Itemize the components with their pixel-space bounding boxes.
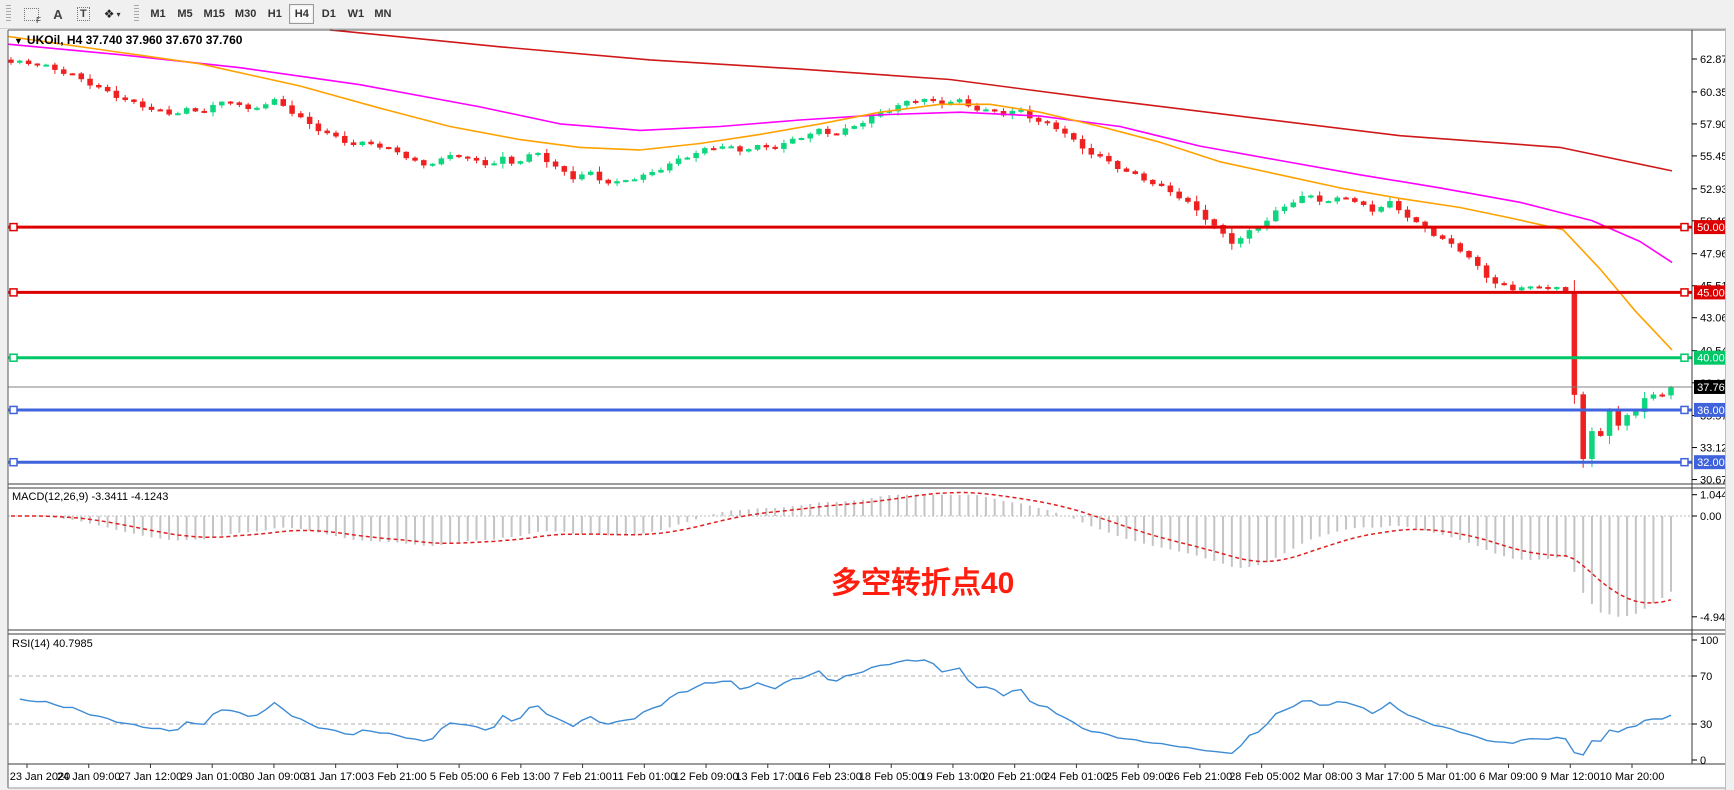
hline-handle[interactable] bbox=[9, 288, 18, 297]
rsi-line bbox=[19, 659, 1672, 756]
time-axis-label: 27 Jan 12:00 bbox=[119, 771, 183, 783]
timeframe-button-m1[interactable]: M1 bbox=[146, 4, 171, 24]
time-axis-label: 30 Jan 09:00 bbox=[242, 771, 306, 783]
current-price-box bbox=[1694, 379, 1734, 394]
macd-histogram bbox=[18, 494, 1672, 617]
ma-mid-magenta bbox=[7, 43, 1673, 264]
hline-price-box-label: 32.000 bbox=[1697, 457, 1731, 469]
macd-signal-line bbox=[11, 491, 1672, 604]
objects-icon: ❖ bbox=[103, 7, 115, 21]
indicator-window-icon: F bbox=[24, 7, 41, 25]
time-axis-background bbox=[8, 764, 1726, 788]
timeframe-toolbar: M1 M5 M15 M30 H1 H4 D1 W1 MN bbox=[145, 4, 397, 24]
hline-handle[interactable] bbox=[1680, 353, 1689, 362]
rsi-axis-label: 70 bbox=[1700, 671, 1712, 683]
price-axis-label: 57.900 bbox=[1700, 119, 1734, 131]
timeframe-button-h4[interactable]: H4 bbox=[289, 4, 315, 24]
price-axis-label: 62.870 bbox=[1700, 54, 1734, 66]
time-axis-label: 6 Mar 09:00 bbox=[1479, 771, 1538, 783]
hline-handle[interactable] bbox=[9, 457, 18, 467]
time-axis-label: 23 Jan 2020 bbox=[10, 771, 71, 783]
timeframe-button-w1[interactable]: W1 bbox=[343, 4, 368, 24]
chart-annotation-text[interactable]: 多空转折点40 bbox=[831, 567, 1015, 600]
hline-handle[interactable] bbox=[9, 405, 18, 415]
dropdown-caret-icon: ▾ bbox=[116, 9, 121, 19]
chart-title: ▼ UKOil, H4 37.740 37.960 37.670 37.760 bbox=[14, 33, 242, 47]
rsi-indicator-label: RSI(14) 40.7985 bbox=[12, 638, 93, 650]
time-axis-label: 7 Feb 21:00 bbox=[553, 771, 612, 783]
text-label-button[interactable]: T bbox=[70, 3, 97, 25]
hline-price-box-label: 40.000 bbox=[1697, 353, 1731, 365]
time-axis-label: 3 Feb 21:00 bbox=[368, 771, 427, 783]
hline-handle[interactable] bbox=[9, 353, 18, 362]
time-axis-label: 29 Jan 01:00 bbox=[180, 771, 244, 783]
timeframe-button-mn[interactable]: MN bbox=[370, 4, 395, 24]
timeframe-button-d1[interactable]: D1 bbox=[316, 4, 341, 24]
hline-handle[interactable] bbox=[1680, 288, 1689, 297]
hline-price-box-label: 50.000 bbox=[1697, 222, 1731, 234]
ma-fast-orange bbox=[7, 35, 1673, 351]
hline-price-box bbox=[1694, 455, 1734, 470]
objects-dropdown-button[interactable]: ❖ ▾ bbox=[97, 3, 128, 25]
time-axis-label: 13 Feb 17:00 bbox=[735, 771, 800, 783]
hline-price-box bbox=[1694, 350, 1734, 365]
rsi-axis-label: 30 bbox=[1700, 719, 1712, 731]
text-label-icon: T bbox=[77, 7, 90, 21]
timeframe-button-m5[interactable]: M5 bbox=[173, 4, 198, 24]
text-a-button[interactable]: A bbox=[46, 3, 70, 25]
time-axis-label: 9 Mar 12:00 bbox=[1541, 771, 1600, 783]
time-axis-label: 2 Mar 08:00 bbox=[1294, 771, 1353, 783]
time-axis-label: 11 Feb 01:00 bbox=[612, 771, 676, 783]
time-axis-label: 6 Feb 13:00 bbox=[491, 771, 550, 783]
text-a-icon: A bbox=[53, 6, 63, 22]
hline-handle[interactable] bbox=[1680, 405, 1689, 415]
collapse-arrow-icon[interactable]: ▼ bbox=[14, 36, 23, 46]
time-axis-label: 24 Jan 09:00 bbox=[57, 771, 121, 783]
time-axis-label: 5 Mar 01:00 bbox=[1417, 771, 1476, 783]
window-edge bbox=[1725, 28, 1734, 790]
time-axis-label: 20 Feb 21:00 bbox=[982, 771, 1047, 783]
macd-indicator-label: MACD(12,26,9) -3.3411 -4.1243 bbox=[12, 491, 169, 503]
toolbar-grip[interactable] bbox=[133, 5, 139, 23]
chart-background bbox=[8, 30, 1726, 764]
hline-handle[interactable] bbox=[1680, 457, 1689, 467]
time-axis-label: 12 Feb 09:00 bbox=[674, 771, 739, 783]
time-axis-label: 5 Feb 05:00 bbox=[430, 771, 489, 783]
time-axis-label: 16 Feb 23:00 bbox=[797, 771, 862, 783]
macd-axis-label: 0.00 bbox=[1700, 511, 1721, 523]
toolbar-grip[interactable] bbox=[6, 5, 11, 23]
chart-title-text: UKOil, H4 37.740 37.960 37.670 37.760 bbox=[26, 33, 243, 47]
time-axis-label: 25 Feb 09:00 bbox=[1106, 771, 1171, 783]
hline-price-box bbox=[1694, 220, 1734, 235]
timeframe-button-h1[interactable]: H1 bbox=[262, 4, 287, 24]
timeframe-button-m30[interactable]: M30 bbox=[231, 4, 260, 24]
hline-handle[interactable] bbox=[1680, 222, 1689, 232]
time-axis-label: 26 Feb 21:00 bbox=[1167, 771, 1232, 783]
time-axis-label: 10 Mar 20:00 bbox=[1600, 771, 1665, 783]
timeframe-button-m15[interactable]: M15 bbox=[200, 4, 229, 24]
hline-price-box bbox=[1694, 285, 1734, 300]
current-price-box-label: 37.760 bbox=[1697, 382, 1731, 394]
candles bbox=[8, 57, 1674, 468]
hline-price-box-label: 45.000 bbox=[1697, 287, 1731, 299]
hline-handle[interactable] bbox=[9, 222, 18, 232]
time-axis-label: 18 Feb 05:00 bbox=[859, 771, 924, 783]
time-axis-label: 3 Mar 17:00 bbox=[1356, 771, 1415, 783]
indicator-window-button[interactable]: F bbox=[17, 3, 46, 25]
rsi-axis-label: 0 bbox=[1700, 755, 1706, 767]
time-axis-label: 31 Jan 17:00 bbox=[304, 771, 368, 783]
hline-price-box bbox=[1694, 402, 1734, 417]
ma-slow-red bbox=[329, 29, 1673, 172]
toolbar: F A T ❖ ▾ M1 M5 M15 M30 H1 H4 D1 W1 MN bbox=[0, 0, 1734, 29]
time-axis-label: 24 Feb 01:00 bbox=[1044, 771, 1109, 783]
time-axis-label: 19 Feb 13:00 bbox=[921, 771, 986, 783]
hline-price-box-label: 36.000 bbox=[1697, 405, 1731, 417]
time-axis-label: 28 Feb 05:00 bbox=[1229, 771, 1294, 783]
rsi-axis-label: 100 bbox=[1700, 635, 1718, 647]
